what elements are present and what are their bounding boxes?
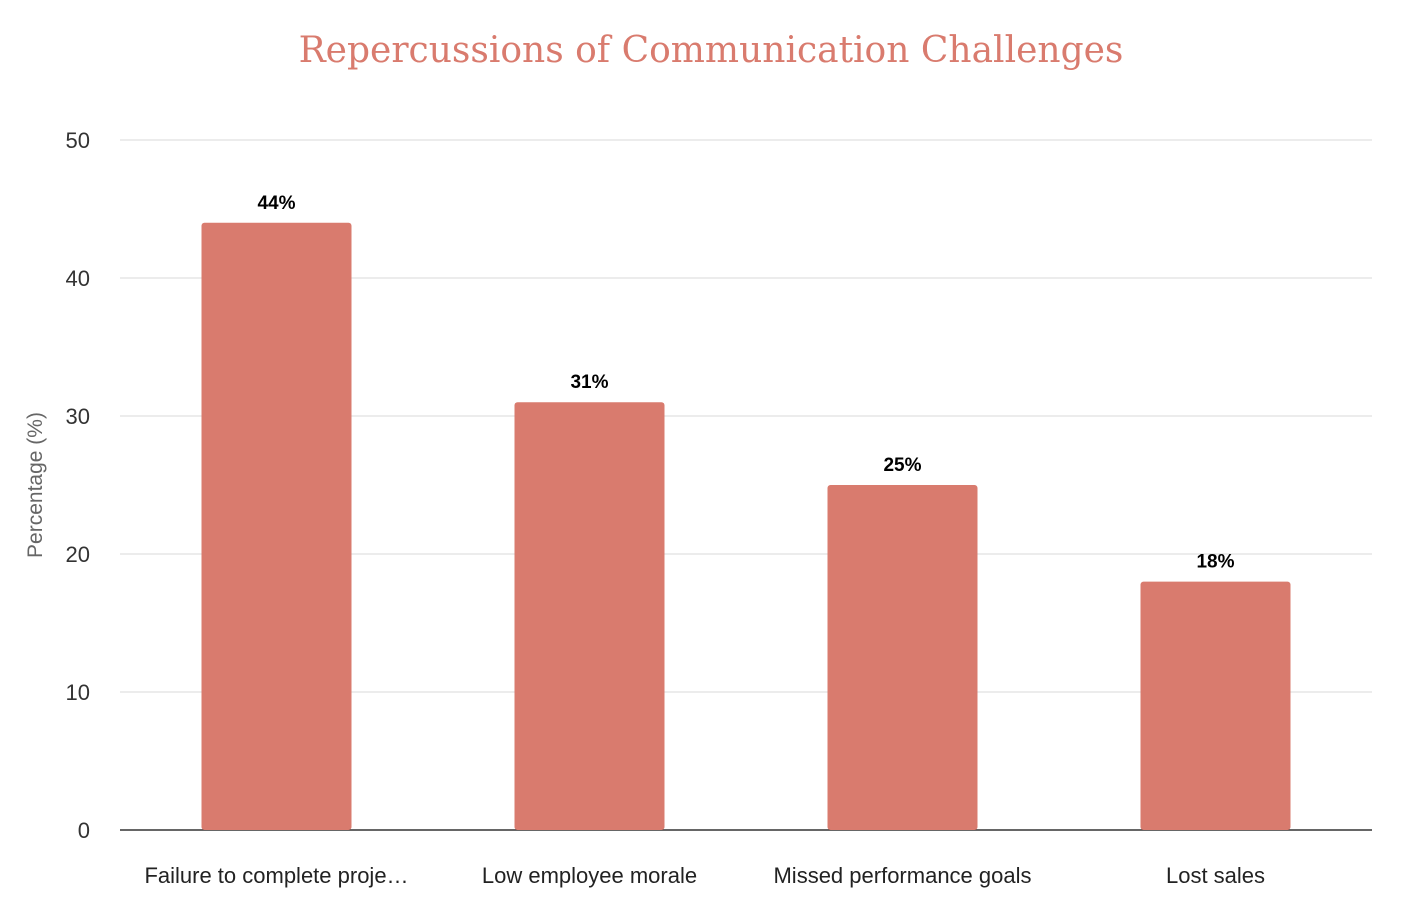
y-axis-label: Percentage (%): [24, 412, 47, 558]
data-label: 31%: [570, 372, 608, 393]
y-tick-label: 20: [66, 542, 90, 567]
data-label: 18%: [1196, 552, 1234, 573]
bar: [201, 222, 352, 831]
x-tick-label: Low employee morale: [482, 863, 697, 888]
y-tick-label: 30: [66, 404, 90, 429]
chart-title: Repercussions of Communication Challenge…: [299, 30, 1124, 71]
y-tick-label: 0: [78, 818, 90, 843]
data-label: 44%: [257, 193, 295, 214]
y-tick-label: 50: [66, 128, 90, 153]
bar: [827, 485, 978, 830]
data-label: 25%: [883, 455, 921, 476]
x-tick-label: Missed performance goals: [773, 863, 1031, 888]
y-tick-label: 10: [66, 680, 90, 705]
bar: [514, 402, 665, 830]
x-tick-label: Lost sales: [1166, 863, 1265, 888]
x-tick-label: Failure to complete proje…: [144, 863, 408, 888]
y-tick-label: 40: [66, 266, 90, 291]
bar: [1140, 581, 1291, 830]
